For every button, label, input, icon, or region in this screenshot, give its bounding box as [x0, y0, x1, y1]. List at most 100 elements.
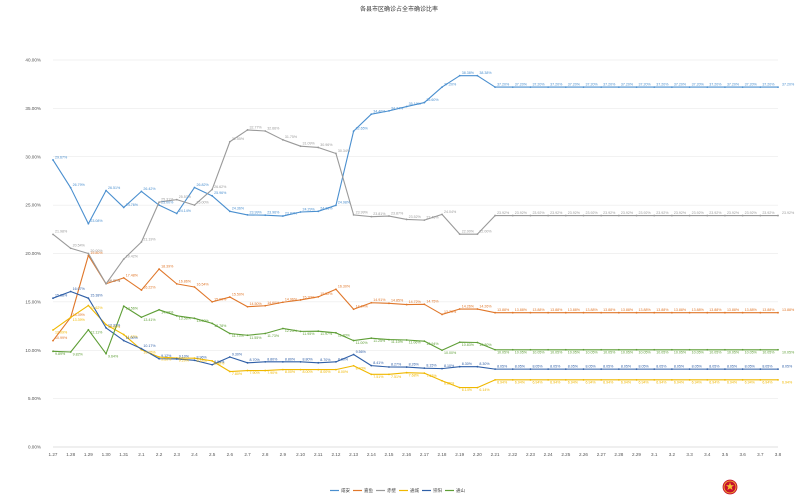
data-label: 15.38%	[90, 294, 103, 298]
data-label: 10.05%	[497, 350, 510, 354]
data-label: 9.82%	[73, 353, 84, 357]
data-label: 6.85%	[444, 381, 455, 385]
x-tick-label: 2.19	[455, 452, 464, 457]
data-label: 8.05%	[656, 365, 667, 369]
data-point	[777, 368, 779, 371]
data-point	[441, 86, 443, 88]
data-label: 8.05%	[709, 365, 720, 369]
data-point	[299, 299, 302, 301]
data-point	[600, 214, 603, 217]
data-point	[158, 356, 160, 358]
data-point	[759, 86, 762, 88]
data-label: 16.87%	[108, 279, 121, 283]
data-point	[193, 204, 196, 207]
data-label: 6.94%	[782, 380, 793, 384]
x-tick-label: 2.10	[296, 452, 305, 457]
y-tick-label: 40.00%	[25, 58, 41, 63]
data-point	[777, 311, 779, 314]
data-label: 37.20%	[745, 82, 758, 86]
data-point	[458, 341, 461, 344]
x-tick-label: 3.1	[651, 452, 658, 457]
data-label: 9.30%	[232, 352, 243, 356]
legend-label: 崇阳	[433, 487, 442, 494]
series-line	[52, 305, 778, 355]
data-label: 13.88%	[532, 308, 545, 312]
data-label: 24.14%	[179, 209, 192, 213]
data-label: 23.92%	[550, 211, 563, 215]
data-point	[494, 348, 496, 351]
data-point	[582, 368, 585, 371]
data-label: 26.42%	[143, 187, 156, 191]
data-label: 37.20%	[692, 82, 705, 86]
data-point	[105, 327, 107, 329]
legend-label: 通城	[410, 487, 419, 494]
data-point	[441, 213, 443, 216]
data-point	[317, 330, 320, 333]
data-point	[122, 276, 125, 279]
data-point	[759, 214, 762, 217]
data-point	[175, 198, 178, 201]
data-point	[175, 314, 178, 317]
data-label: 15.20%	[303, 295, 316, 299]
x-tick-label: 2.12	[331, 452, 340, 457]
y-axis-ticks: 0.00% 5.00% 10.00% 15.00% 20.00% 25.00% 30.00%…	[25, 58, 41, 450]
data-label: 10.05%	[639, 350, 652, 354]
data-point	[211, 322, 214, 325]
data-point	[87, 252, 90, 255]
series-line	[52, 75, 778, 225]
data-point	[264, 332, 267, 335]
data-label: 10.99%	[55, 336, 68, 340]
data-label: 9.56%	[356, 350, 367, 354]
data-point	[87, 297, 90, 300]
x-tick-label: 2.11	[314, 452, 323, 457]
data-point	[335, 368, 337, 371]
data-label: 6.94%	[515, 380, 526, 384]
data-label: 10.05%	[550, 350, 563, 354]
data-label: 23.92%	[532, 211, 545, 215]
x-tick-label: 3.3	[686, 452, 693, 457]
data-label: 9.18%	[196, 359, 207, 363]
data-point	[441, 349, 443, 352]
data-label: 37.20%	[497, 82, 510, 86]
data-label: 13.88%	[656, 308, 669, 312]
data-label: 23.92%	[727, 211, 740, 215]
data-label: 23.81%	[373, 212, 386, 216]
data-label: 23.92%	[745, 211, 758, 215]
data-point	[653, 368, 656, 371]
data-point	[52, 339, 54, 342]
data-point	[388, 338, 390, 341]
data-label: 8.05%	[762, 365, 773, 369]
data-label: 20.54%	[73, 244, 86, 248]
data-label: 24.76%	[126, 203, 139, 207]
data-point	[211, 359, 214, 362]
data-label: 13.88%	[497, 308, 510, 312]
data-point	[724, 378, 726, 381]
data-label: 12.78%	[214, 324, 227, 328]
data-label: 8.05%	[568, 365, 579, 369]
x-tick-label: 2.24	[544, 452, 553, 457]
data-label: 8.10%	[444, 364, 455, 368]
data-point	[777, 86, 779, 88]
x-tick-label: 2.3	[174, 452, 181, 457]
data-label: 13.88%	[639, 308, 652, 312]
data-point	[335, 152, 337, 155]
data-point	[317, 146, 320, 149]
data-point	[529, 378, 532, 381]
data-label: 29.67%	[55, 155, 68, 159]
data-label: 32.65%	[356, 127, 369, 131]
data-point	[724, 348, 726, 351]
data-point	[388, 366, 390, 368]
data-point	[617, 311, 620, 314]
data-point	[52, 297, 54, 300]
data-point	[193, 286, 196, 288]
data-point	[105, 282, 107, 285]
x-tick-label: 2.29	[632, 452, 641, 457]
data-point	[370, 373, 373, 376]
data-point	[405, 339, 408, 341]
data-point	[706, 368, 709, 371]
data-label: 10.05%	[585, 350, 598, 354]
data-point	[228, 356, 231, 358]
data-point	[653, 348, 656, 351]
data-point	[423, 372, 426, 375]
y-tick-label: 10.00%	[25, 348, 41, 353]
